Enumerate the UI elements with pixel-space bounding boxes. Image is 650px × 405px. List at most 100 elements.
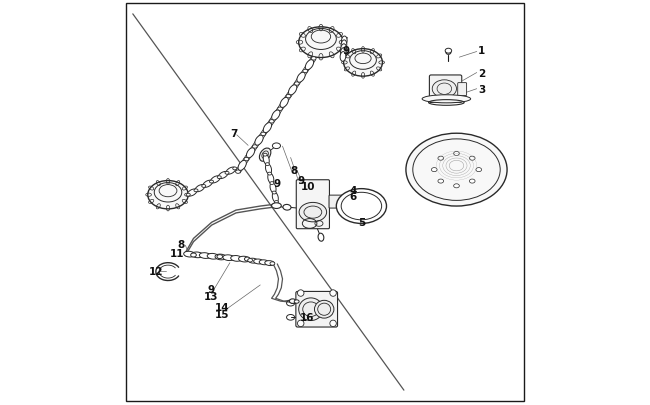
Ellipse shape [454, 152, 460, 156]
Ellipse shape [303, 70, 307, 73]
Ellipse shape [406, 134, 507, 207]
FancyBboxPatch shape [296, 292, 337, 327]
Ellipse shape [255, 136, 263, 146]
Ellipse shape [432, 81, 456, 98]
Ellipse shape [217, 176, 221, 179]
Ellipse shape [299, 28, 343, 58]
Text: 15: 15 [215, 310, 229, 320]
Ellipse shape [231, 256, 242, 262]
Ellipse shape [422, 96, 471, 104]
Ellipse shape [298, 320, 304, 327]
Ellipse shape [233, 168, 237, 171]
Ellipse shape [469, 179, 475, 183]
Text: 9: 9 [207, 284, 214, 294]
Ellipse shape [203, 181, 213, 188]
Ellipse shape [269, 120, 274, 124]
Ellipse shape [265, 164, 272, 175]
Ellipse shape [184, 252, 195, 257]
Ellipse shape [341, 37, 347, 47]
Text: 6: 6 [350, 192, 357, 201]
Ellipse shape [248, 258, 258, 264]
Ellipse shape [289, 299, 296, 304]
Ellipse shape [200, 253, 211, 259]
Ellipse shape [445, 49, 452, 54]
Ellipse shape [298, 290, 304, 296]
Text: 16: 16 [300, 313, 314, 322]
Text: 8: 8 [290, 165, 298, 175]
Ellipse shape [294, 300, 299, 303]
Ellipse shape [207, 254, 218, 260]
Ellipse shape [235, 171, 240, 174]
Ellipse shape [270, 183, 276, 194]
Ellipse shape [268, 173, 272, 176]
Ellipse shape [259, 260, 269, 265]
Ellipse shape [272, 143, 281, 149]
FancyBboxPatch shape [458, 83, 467, 96]
Ellipse shape [294, 83, 299, 86]
Ellipse shape [476, 168, 482, 172]
Ellipse shape [274, 201, 278, 204]
Ellipse shape [265, 163, 269, 166]
Ellipse shape [283, 205, 291, 211]
Ellipse shape [195, 185, 205, 192]
Text: 12: 12 [149, 266, 163, 276]
Ellipse shape [289, 85, 297, 96]
Ellipse shape [265, 261, 274, 266]
Ellipse shape [225, 172, 229, 175]
Text: 10: 10 [301, 181, 315, 191]
Ellipse shape [272, 193, 278, 203]
Ellipse shape [432, 168, 437, 172]
FancyBboxPatch shape [430, 76, 462, 103]
Ellipse shape [280, 98, 289, 108]
Ellipse shape [217, 255, 223, 259]
Ellipse shape [248, 259, 253, 262]
Ellipse shape [263, 123, 272, 133]
Ellipse shape [244, 158, 249, 161]
Ellipse shape [318, 234, 324, 242]
Ellipse shape [272, 111, 280, 121]
Ellipse shape [438, 157, 443, 161]
Ellipse shape [209, 181, 214, 183]
Ellipse shape [336, 189, 387, 224]
Ellipse shape [454, 184, 460, 188]
Text: 4: 4 [350, 185, 357, 195]
Ellipse shape [315, 301, 334, 318]
Text: 1: 1 [478, 46, 485, 56]
Text: 5: 5 [359, 218, 366, 228]
Ellipse shape [306, 60, 313, 70]
Ellipse shape [254, 259, 263, 264]
Text: 7: 7 [230, 129, 238, 139]
Ellipse shape [263, 155, 269, 165]
Ellipse shape [469, 157, 475, 161]
Ellipse shape [330, 290, 336, 296]
Ellipse shape [148, 181, 188, 209]
Ellipse shape [238, 161, 246, 171]
Text: 8: 8 [177, 239, 184, 249]
Text: 11: 11 [170, 248, 184, 258]
Text: 13: 13 [203, 292, 218, 302]
Ellipse shape [341, 49, 346, 58]
FancyBboxPatch shape [329, 196, 344, 209]
Ellipse shape [215, 254, 226, 260]
Ellipse shape [299, 298, 323, 321]
Ellipse shape [246, 148, 255, 158]
Text: 3: 3 [478, 85, 485, 94]
Ellipse shape [202, 185, 206, 188]
Ellipse shape [341, 41, 347, 51]
Ellipse shape [272, 203, 281, 209]
FancyBboxPatch shape [296, 180, 330, 229]
Ellipse shape [252, 145, 257, 149]
Text: 9: 9 [274, 178, 281, 188]
Ellipse shape [186, 194, 190, 197]
Ellipse shape [438, 179, 443, 183]
Ellipse shape [194, 190, 198, 192]
Ellipse shape [244, 258, 250, 261]
Text: 14: 14 [215, 303, 229, 312]
Ellipse shape [270, 262, 275, 266]
Ellipse shape [190, 254, 196, 257]
Ellipse shape [330, 320, 336, 327]
Ellipse shape [270, 182, 274, 185]
Ellipse shape [286, 95, 291, 98]
Ellipse shape [192, 252, 203, 258]
Ellipse shape [223, 255, 234, 261]
